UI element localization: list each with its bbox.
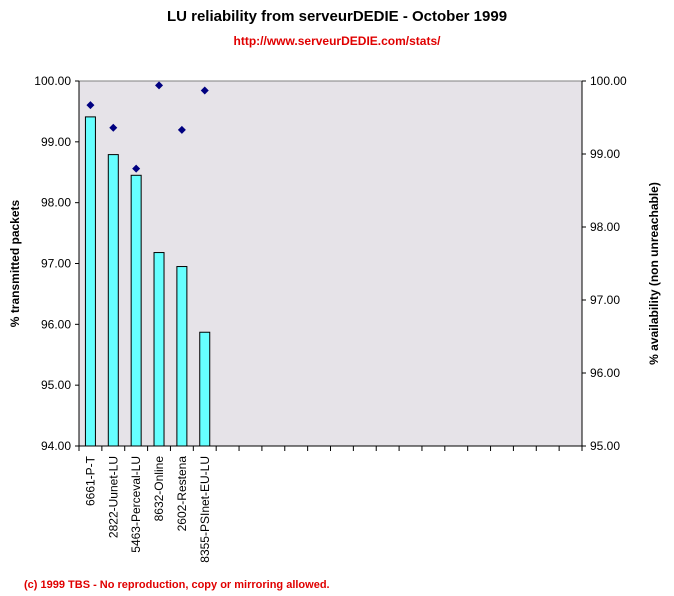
diamond-marker bbox=[155, 81, 164, 90]
left-tick-label: 98.00 bbox=[41, 196, 71, 210]
left-tick-label: 96.00 bbox=[41, 317, 71, 331]
x-tick-label: 5463-Perceval-LU bbox=[129, 456, 143, 553]
y2-axis-label: % availability (non unreachable) bbox=[647, 182, 661, 365]
bar bbox=[153, 252, 165, 447]
copyright-footer: (c) 1999 TBS - No reproduction, copy or … bbox=[24, 579, 330, 591]
bar bbox=[176, 266, 188, 447]
x-tick-label: 2602-Restena bbox=[175, 456, 189, 532]
right-tick-label: 99.00 bbox=[590, 147, 620, 161]
right-tick-label: 97.00 bbox=[590, 293, 620, 307]
x-tick-label: 8355-PSInet-EU-LU bbox=[198, 456, 212, 563]
diamond-marker bbox=[177, 125, 186, 134]
diamond-marker bbox=[132, 164, 141, 173]
left-tick-label: 100.00 bbox=[34, 74, 71, 88]
diamond-marker bbox=[109, 123, 118, 132]
right-tick-label: 95.00 bbox=[590, 439, 620, 453]
x-tick-label: 2822-Uunet-LU bbox=[106, 456, 120, 538]
right-tick-label: 96.00 bbox=[590, 366, 620, 380]
right-tick-label: 100.00 bbox=[590, 74, 627, 88]
x-tick-label: 8632-Online bbox=[152, 456, 166, 522]
bar bbox=[130, 174, 142, 447]
diamond-marker bbox=[86, 101, 95, 110]
bar bbox=[84, 116, 96, 447]
left-tick-label: 95.00 bbox=[41, 378, 71, 392]
left-tick-label: 99.00 bbox=[41, 135, 71, 149]
y-axis-label: % transmitted packets bbox=[8, 199, 22, 327]
left-tick-label: 97.00 bbox=[41, 257, 71, 271]
bar bbox=[199, 331, 211, 447]
bar bbox=[107, 154, 119, 447]
chart-url[interactable]: http://www.serveurDEDIE.com/stats/ bbox=[233, 34, 441, 48]
chart-title: LU reliability from serveurDEDIE - Octob… bbox=[166, 8, 508, 25]
diamond-marker bbox=[200, 86, 209, 95]
right-tick-label: 98.00 bbox=[590, 220, 620, 234]
x-tick-label: 6661-P-T bbox=[83, 455, 97, 506]
left-tick-label: 94.00 bbox=[41, 439, 71, 453]
